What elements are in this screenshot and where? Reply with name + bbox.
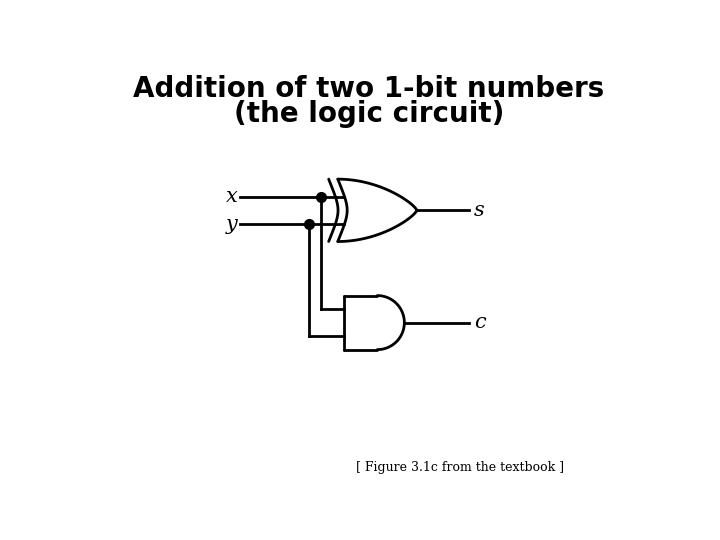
Text: c: c: [474, 313, 485, 332]
Text: Addition of two 1-bit numbers: Addition of two 1-bit numbers: [133, 75, 605, 103]
Text: s: s: [474, 201, 485, 220]
Text: (the logic circuit): (the logic circuit): [234, 100, 504, 128]
Text: y: y: [226, 214, 238, 234]
Text: x: x: [226, 187, 238, 206]
Text: [ Figure 3.1c from the textbook ]: [ Figure 3.1c from the textbook ]: [356, 461, 564, 474]
